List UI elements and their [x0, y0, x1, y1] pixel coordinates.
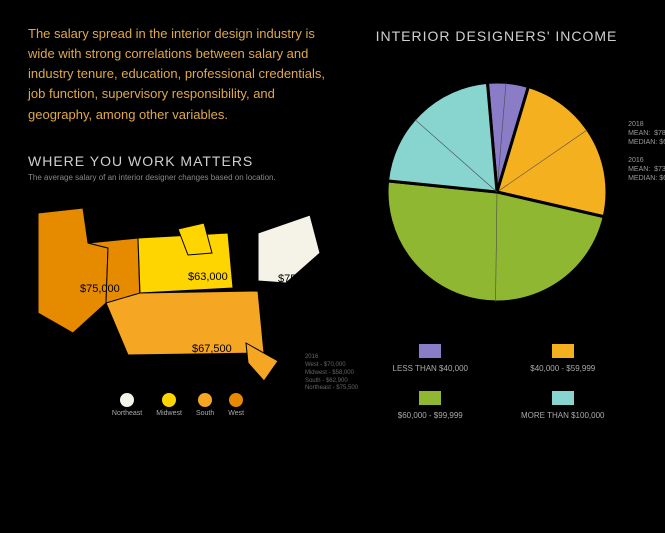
map-subtitle: The average salary of an interior design…: [28, 173, 328, 183]
map-salary-label: $67,500: [192, 343, 232, 355]
map-legend-item: Northeast: [112, 393, 142, 417]
us-map: $75,000$63,000$75,000$67,500 2016 West -…: [28, 193, 328, 383]
map-legend-item: Midwest: [156, 393, 182, 417]
map-salary-label: $75,000: [80, 283, 120, 295]
pie-side-note: 2018MEAN: $78,100MEDIAN: $69,000: [628, 120, 665, 147]
pie-side-note: 2016MEAN: $73,300MEDIAN: $65,000: [628, 156, 665, 183]
map-legend-item: South: [196, 393, 214, 417]
intro-text: The salary spread in the interior design…: [28, 24, 328, 125]
pie-legend-item: $40,000 - $59,999: [509, 344, 618, 373]
pie-legend: LESS THAN $40,000 $40,000 - $59,999 $60,00…: [346, 344, 647, 420]
map-salary-label: $63,000: [188, 271, 228, 283]
pie-chart: 2018MEAN: $78,100MEDIAN: $69,0002016MEAN…: [367, 62, 627, 322]
map-legend: Northeast Midwest South West: [28, 393, 328, 417]
map-salary-label: $75,000: [278, 273, 318, 285]
pie-title: INTERIOR DESIGNERS' INCOME: [346, 28, 647, 44]
map-title: WHERE YOU WORK MATTERS: [28, 153, 328, 169]
pie-legend-item: $60,000 - $99,999: [376, 391, 485, 420]
pie-legend-item: MORE THAN $100,000: [509, 391, 618, 420]
pie-legend-item: LESS THAN $40,000: [376, 344, 485, 373]
map-legend-item: West: [228, 393, 244, 417]
